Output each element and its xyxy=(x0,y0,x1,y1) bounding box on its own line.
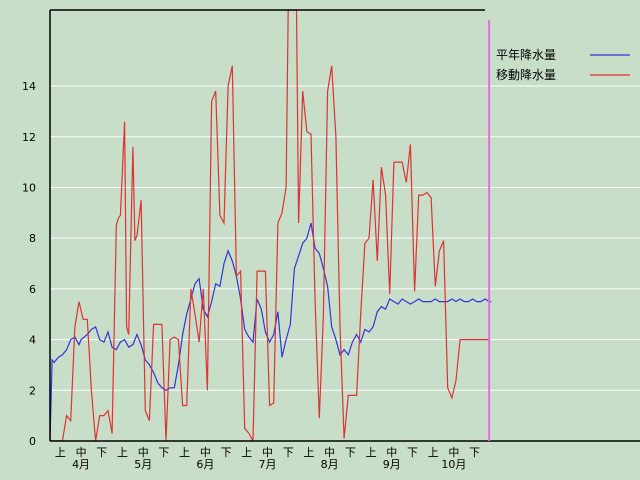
x-subtick-label: 下 xyxy=(158,446,169,459)
legend-label: 移動降水量 xyxy=(496,68,556,82)
y-tick-label: 4 xyxy=(29,334,36,347)
x-subtick-label: 上 xyxy=(241,446,252,459)
x-subtick-label: 上 xyxy=(366,446,377,459)
x-subtick-label: 上 xyxy=(179,446,190,459)
x-month-label: 10月 xyxy=(441,458,466,471)
y-tick-label: 0 xyxy=(29,435,36,448)
x-subtick-label: 中 xyxy=(262,446,273,459)
gridlines xyxy=(50,85,640,391)
x-month-label: 6月 xyxy=(196,458,214,471)
x-subtick-label: 中 xyxy=(76,446,87,459)
y-axis-ticks: 0 2 4 6 8 10 12 14 xyxy=(22,80,36,448)
x-subtick-label: 上 xyxy=(55,446,66,459)
x-subtick-label: 中 xyxy=(448,446,459,459)
x-subtick-label: 下 xyxy=(96,446,107,459)
y-tick-label: 8 xyxy=(29,232,36,245)
series-line-1 xyxy=(50,10,490,441)
x-subtick-label: 中 xyxy=(324,446,335,459)
x-subtick-label: 下 xyxy=(221,446,232,459)
x-month-label: 7月 xyxy=(259,458,277,471)
y-tick-label: 2 xyxy=(29,384,36,397)
y-tick-label: 14 xyxy=(22,80,36,93)
y-tick-label: 10 xyxy=(22,181,36,194)
series-line-0 xyxy=(50,222,492,441)
series-lines xyxy=(50,10,492,441)
x-month-label: 4月 xyxy=(72,458,90,471)
legend-label: 平年降水量 xyxy=(496,48,556,62)
x-subtick-label: 上 xyxy=(428,446,439,459)
x-subtick-label: 中 xyxy=(386,446,397,459)
x-month-label: 9月 xyxy=(383,458,401,471)
x-subtick-label: 上 xyxy=(117,446,128,459)
x-month-label: 8月 xyxy=(321,458,339,471)
x-subtick-label: 下 xyxy=(283,446,294,459)
x-axis-ticks: 上中下4月上中下5月上中下6月上中下7月上中下8月上中下9月上中下10月 xyxy=(55,446,480,471)
y-tick-label: 6 xyxy=(29,283,36,296)
x-subtick-label: 中 xyxy=(200,446,211,459)
x-subtick-label: 中 xyxy=(138,446,149,459)
plot-frame xyxy=(49,9,640,442)
x-subtick-label: 上 xyxy=(303,446,314,459)
x-subtick-label: 下 xyxy=(469,446,480,459)
x-month-label: 5月 xyxy=(134,458,152,471)
x-subtick-label: 下 xyxy=(345,446,356,459)
x-subtick-label: 下 xyxy=(407,446,418,459)
y-tick-label: 12 xyxy=(22,131,36,144)
